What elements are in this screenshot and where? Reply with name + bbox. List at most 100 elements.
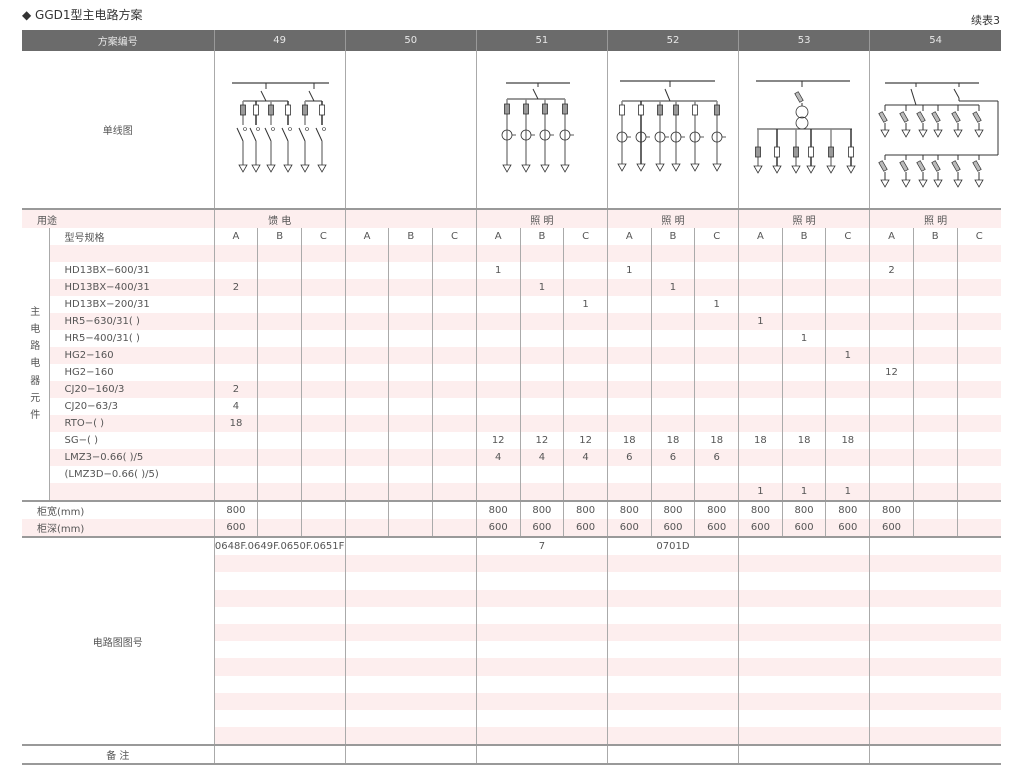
component-name: HD13BX−400/31 bbox=[49, 279, 215, 296]
component-qty bbox=[606, 279, 652, 296]
component-qty bbox=[563, 330, 608, 347]
component-qty bbox=[257, 347, 302, 364]
scheme-51-header: 51 bbox=[475, 30, 608, 51]
dimension-value bbox=[388, 519, 433, 537]
component-qty bbox=[650, 330, 695, 347]
table-row bbox=[22, 245, 1001, 262]
dimension-value: 800 bbox=[213, 500, 258, 519]
fuse-icon bbox=[828, 146, 834, 158]
component-qty bbox=[519, 415, 564, 432]
component-qty: 1 bbox=[475, 262, 521, 279]
component-qty bbox=[257, 330, 302, 347]
component-qty bbox=[432, 415, 477, 432]
component-qty bbox=[563, 262, 608, 279]
drawing-no-51: 7 bbox=[475, 535, 608, 556]
component-name: LMZ3−0.66( )/5 bbox=[49, 449, 215, 466]
component-qty bbox=[563, 347, 608, 364]
component-qty bbox=[956, 483, 1001, 501]
component-qty bbox=[738, 449, 783, 466]
diagram-54 bbox=[869, 51, 1001, 210]
component-qty bbox=[956, 364, 1001, 381]
component-qty: 1 bbox=[781, 330, 826, 347]
component-qty bbox=[781, 296, 826, 313]
component-qty: 1 bbox=[694, 296, 739, 313]
component-qty bbox=[650, 245, 695, 262]
component-qty bbox=[257, 398, 302, 415]
outgoing-arrow-icon bbox=[880, 179, 890, 188]
component-qty bbox=[956, 432, 1001, 449]
dimension-value: 600 bbox=[781, 519, 826, 537]
drawing-no-cell bbox=[213, 555, 346, 573]
component-qty bbox=[606, 313, 652, 330]
drawing-no-cell bbox=[475, 658, 608, 676]
table-row bbox=[22, 675, 1001, 693]
component-qty bbox=[432, 432, 477, 449]
drawing-no-cell bbox=[213, 692, 346, 710]
drawing-no-cell bbox=[213, 623, 346, 642]
component-qty bbox=[301, 415, 346, 432]
fuse-switch-icon bbox=[916, 111, 926, 123]
outgoing-arrow-icon bbox=[753, 165, 763, 174]
transformer-icon bbox=[795, 105, 809, 119]
component-qty bbox=[519, 381, 564, 398]
component-qty: 18 bbox=[825, 432, 870, 449]
drawing-no-cell bbox=[213, 641, 346, 659]
scheme-50-header: 50 bbox=[344, 30, 477, 51]
wire bbox=[236, 127, 244, 142]
component-qty bbox=[344, 296, 389, 313]
component-qty bbox=[519, 245, 564, 262]
sub-column-label: B bbox=[912, 228, 958, 245]
diagram-49 bbox=[213, 51, 346, 210]
component-qty bbox=[956, 466, 1001, 483]
scheme-49-header: 49 bbox=[213, 30, 346, 51]
component-qty bbox=[519, 483, 564, 501]
drawing-no-cell bbox=[869, 589, 1001, 607]
component-qty bbox=[388, 262, 433, 279]
header-row: 方案编号 49 50 51 52 53 54 bbox=[22, 30, 1001, 51]
fuse-icon bbox=[284, 104, 291, 116]
component-qty bbox=[694, 313, 739, 330]
usage-51: 照 明 bbox=[475, 209, 608, 228]
drawing-no-cell bbox=[213, 606, 346, 624]
component-qty bbox=[563, 398, 608, 415]
sub-column-label: C bbox=[432, 228, 477, 245]
remarks-cell bbox=[344, 744, 477, 765]
component-qty: 2 bbox=[213, 279, 258, 296]
drawing-no-cell bbox=[869, 692, 1001, 710]
component-qty bbox=[475, 466, 521, 483]
remarks-cell bbox=[738, 744, 870, 765]
fuse-switch-icon bbox=[972, 160, 982, 172]
fuse-switch-icon bbox=[878, 111, 888, 123]
component-qty: 12 bbox=[563, 432, 608, 449]
dimension-value bbox=[912, 519, 958, 537]
fuse-icon bbox=[503, 103, 510, 115]
component-qty bbox=[519, 347, 564, 364]
fuse-icon bbox=[755, 146, 761, 158]
component-qty bbox=[519, 262, 564, 279]
drawing-no-cell bbox=[475, 727, 608, 746]
component-qty bbox=[650, 483, 695, 501]
remarks-row: 备 注 bbox=[22, 744, 1001, 765]
outgoing-arrow-icon bbox=[974, 129, 984, 138]
drawing-no-cell bbox=[475, 589, 608, 607]
component-qty bbox=[388, 381, 433, 398]
component-qty bbox=[213, 330, 258, 347]
wire bbox=[532, 88, 539, 100]
component-qty bbox=[344, 279, 389, 296]
component-qty bbox=[432, 279, 477, 296]
drawing-no-cell bbox=[213, 572, 346, 590]
table-row bbox=[22, 709, 1001, 728]
drawing-no-cell bbox=[738, 555, 870, 573]
component-qty bbox=[912, 398, 958, 415]
wire bbox=[910, 88, 917, 106]
dimension-value: 800 bbox=[650, 500, 695, 519]
table-row bbox=[22, 555, 1001, 573]
single-line-diagram-54 bbox=[878, 82, 999, 188]
component-qty: 1 bbox=[563, 296, 608, 313]
component-qty bbox=[388, 398, 433, 415]
single-line-diagram-row: 单线图 bbox=[22, 51, 1001, 210]
component-qty bbox=[738, 381, 783, 398]
component-qty: 6 bbox=[606, 449, 652, 466]
dimension-value: 800 bbox=[606, 500, 652, 519]
component-qty bbox=[781, 466, 826, 483]
